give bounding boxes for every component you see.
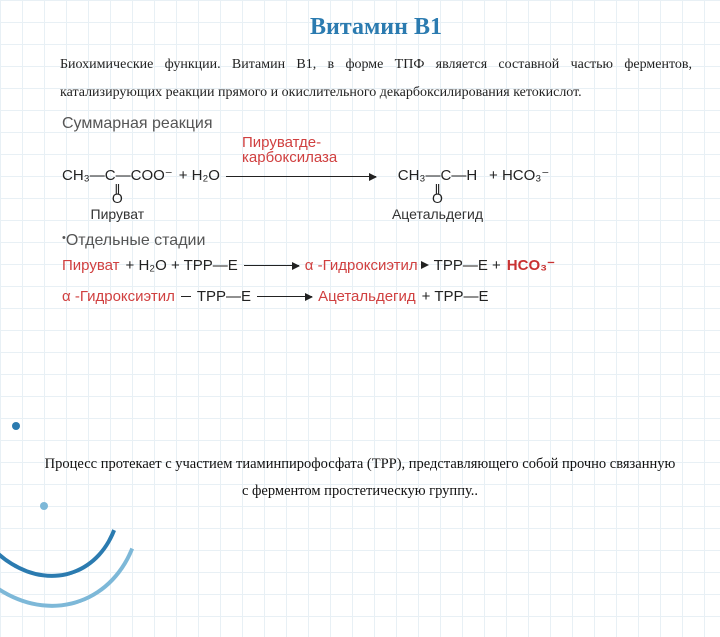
stage2-reactant: α -Гидроксиэтил (62, 288, 175, 305)
stage1-product-c: HCO₃⁻ (507, 257, 555, 274)
stage2-product-a: Ацетальдегид (318, 288, 416, 305)
plus-water: + H₂O (179, 167, 220, 184)
footer-text: Процесс протекает с участием тиаминпироф… (0, 451, 720, 506)
intro-paragraph: Биохимические функции. Витамин В1, в фор… (60, 51, 692, 107)
enzyme-line2: карбоксилаза (242, 149, 337, 166)
stage1-equation: Пируват + H₂O + TPP—E α -Гидроксиэтил TP… (62, 257, 692, 274)
stage1-product-a: α -Гидроксиэтил (305, 257, 418, 274)
reaction-arrow (257, 296, 312, 297)
stage1-reagents: + H₂O + TPP—E (126, 257, 238, 274)
oxygen: O (112, 194, 123, 204)
summary-reaction-label: Суммарная реакция (62, 115, 692, 133)
reaction-arrow (226, 176, 376, 177)
chemistry-diagram: Суммарная реакция Пируватде- карбоксилаз… (60, 115, 692, 305)
product-acetaldehyde: CH₃—C—H ‖ O Ацетальдегид (392, 167, 483, 222)
stage2-product-b: + TPP—E (422, 288, 489, 305)
reactant-pyruvate: CH₃—C—COO⁻ ‖ O Пируват (62, 167, 173, 222)
enzyme-name: Пируватде- карбоксилаза (242, 135, 692, 165)
stage2-equation: α -Гидроксиэтил TPP—E Ацетальдегид + TPP… (62, 288, 692, 305)
slide-content: Витамин В1 Биохимические функции. Витами… (0, 0, 720, 305)
stage2-tpp: TPP—E (197, 288, 251, 305)
oxygen: O (432, 194, 443, 204)
summary-equation: CH₃—C—COO⁻ ‖ O Пируват + H₂O CH₃—C—H ‖ O… (62, 167, 692, 222)
page-title: Витамин В1 (60, 14, 692, 41)
stages-label: •Отдельные стадии (62, 232, 692, 250)
plus-bicarbonate: + HCO₃⁻ (489, 167, 549, 184)
stage1-reactant: Пируват (62, 257, 120, 274)
stage1-product-b: TPP—E + (434, 257, 501, 274)
reaction-arrow (244, 265, 299, 266)
decorative-dot (12, 422, 20, 430)
molecule-label: Ацетальдегид (392, 206, 483, 222)
molecule-label: Пируват (91, 206, 145, 222)
